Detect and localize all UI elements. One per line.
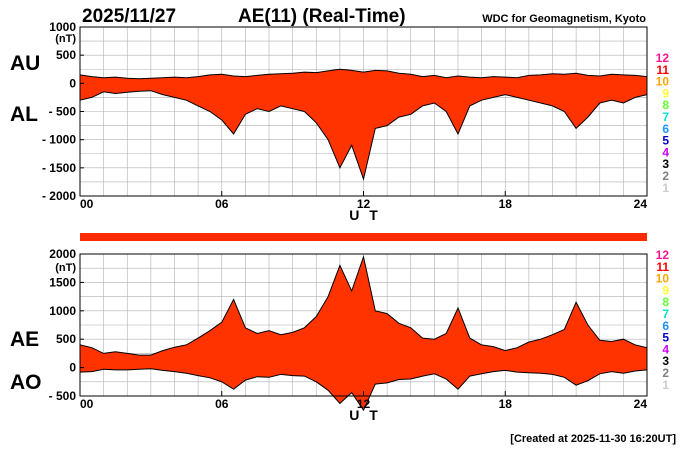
ae-label: AE [10, 328, 39, 351]
station-legend-item: 3 [662, 354, 669, 368]
station-legend-item: 7 [662, 307, 669, 321]
station-legend-item: 11 [656, 63, 669, 77]
date-title: 2025/11/27 [82, 6, 176, 27]
series-band-ae-ao [80, 256, 647, 411]
station-legend-item: 9 [662, 86, 669, 100]
station-legend-item: 7 [662, 110, 669, 124]
y-tick-label: 1000 [49, 304, 76, 318]
au-al-data [79, 68, 648, 181]
al-label: AL [10, 103, 38, 126]
station-legend-item: 6 [662, 319, 669, 333]
station-legend-item: 1 [662, 181, 669, 195]
x-tick-label: 24 [634, 397, 648, 411]
au-al-unit-label: (nT) [55, 33, 76, 45]
source-label: WDC for Geomagnetism, Kyoto [482, 13, 646, 25]
x-tick-label: 00 [80, 397, 94, 411]
x-tick-label: 18 [499, 397, 513, 411]
series-line-ao [79, 368, 648, 412]
ae-ao-y-ticks: 2000 1500 1000 500 0 - 500 [49, 247, 84, 403]
y-tick-label: - 2000 [42, 189, 76, 203]
x-tick-label: 06 [215, 397, 229, 411]
y-tick-label: 500 [56, 48, 76, 62]
y-tick-label: 500 [56, 332, 76, 346]
series-line-al [79, 90, 648, 181]
au-al-x-ticks: 00 06 12 18 24 [79, 191, 648, 211]
series-band-au-al [80, 69, 647, 180]
station-legend-item: 5 [662, 331, 669, 345]
x-tick-label: 00 [80, 197, 94, 211]
station-legend-item: 5 [662, 134, 669, 148]
station-legend-item: 11 [656, 260, 669, 274]
station-legend-item: 8 [662, 98, 669, 112]
station-legend-item: 2 [662, 169, 669, 183]
station-legend-item: 3 [662, 157, 669, 171]
station-legend-item: 1 [662, 378, 669, 392]
y-tick-label: 1000 [49, 20, 76, 34]
y-tick-label: 1500 [49, 275, 76, 289]
station-legend-item: 2 [662, 366, 669, 380]
ae-ao-x-axis-label: U T [349, 407, 381, 423]
x-tick-label: 06 [215, 197, 229, 211]
series-line-au [79, 68, 648, 80]
y-tick-label: 0 [69, 76, 76, 90]
y-tick-label: 0 [69, 361, 76, 375]
au-label: AU [10, 52, 40, 75]
x-tick-label: 12 [357, 197, 371, 211]
au-al-x-axis-label: U T [349, 207, 381, 223]
x-tick-label: 12 [357, 397, 371, 411]
y-tick-label: - 1500 [42, 161, 76, 175]
y-tick-label: - 500 [49, 389, 77, 403]
station-legend-item: 9 [662, 283, 669, 297]
station-legend-item: 6 [662, 122, 669, 136]
series-line-ae [79, 254, 648, 356]
au-al-y-ticks: 1000 500 0 - 500 - 1000 - 1500 - 2000 [42, 20, 84, 203]
ae-ao-x-ticks: 00 06 12 18 24 [79, 391, 648, 411]
chart-title: AE(11) (Real-Time) [238, 6, 406, 27]
ae-ao-data [79, 254, 648, 412]
ao-label: AO [10, 371, 42, 394]
y-tick-label: 2000 [49, 247, 76, 261]
station-legend-item: 12 [656, 248, 670, 262]
station-availability-bar [80, 233, 647, 241]
station-legend-item: 10 [656, 272, 670, 286]
created-timestamp: [Created at 2025-11-30 16:20UT] [510, 433, 676, 445]
station-legend-item: 8 [662, 295, 669, 309]
station-legend-item: 10 [656, 75, 670, 89]
station-legend-item: 4 [662, 145, 669, 159]
ae-ao-unit-label: (nT) [55, 262, 76, 274]
y-tick-label: - 500 [49, 105, 77, 119]
x-tick-label: 24 [634, 197, 648, 211]
y-tick-label: - 1000 [42, 133, 76, 147]
x-tick-label: 18 [499, 197, 513, 211]
station-legend-item: 4 [662, 342, 669, 356]
station-legend-item: 12 [656, 51, 670, 65]
